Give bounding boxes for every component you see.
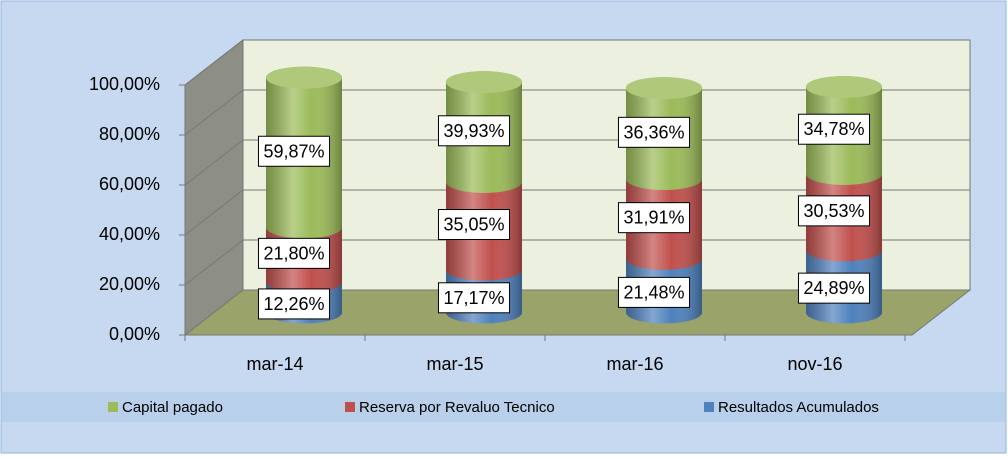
legend-swatch — [108, 402, 118, 412]
x-tick-label: mar-15 — [426, 354, 483, 374]
data-label-box — [617, 116, 691, 148]
grid-line — [184, 139, 970, 186]
y-tick-label: 20,00% — [99, 274, 160, 294]
legend-band — [2, 392, 1005, 422]
bar-cap — [446, 71, 522, 94]
legend-label: Capital pagado — [122, 399, 223, 416]
data-label: 36,36% — [623, 122, 684, 142]
legend-swatch — [704, 402, 714, 412]
data-label: 24,89% — [803, 278, 864, 298]
x-tick-label: nov-16 — [787, 354, 842, 374]
data-label: 17,17% — [443, 288, 504, 308]
data-label: 39,93% — [443, 121, 504, 141]
legend-swatch — [345, 402, 355, 412]
grid-line — [184, 239, 970, 286]
data-label: 34,78% — [803, 119, 864, 139]
x-tick-label: mar-14 — [246, 354, 303, 374]
data-label-box — [257, 135, 331, 167]
y-tick-label: 80,00% — [99, 124, 160, 144]
legend-label: Reserva por Revaluo Tecnico — [359, 399, 555, 416]
bar-cap-shine — [446, 71, 522, 94]
grid-line — [184, 189, 970, 236]
data-label-box — [797, 195, 871, 227]
bar-cap-shine — [626, 77, 702, 100]
bar-cap-shine — [266, 66, 342, 89]
x-tick-label: mar-16 — [606, 354, 663, 374]
data-label: 12,26% — [263, 294, 324, 314]
legend-label: Resultados Acumulados — [718, 399, 879, 416]
data-label-box — [437, 115, 511, 147]
y-tick-label: 40,00% — [99, 224, 160, 244]
data-label-box — [617, 202, 691, 234]
data-label-box — [617, 276, 691, 308]
grid-line — [184, 39, 970, 86]
data-label: 30,53% — [803, 201, 864, 221]
data-label: 21,48% — [623, 282, 684, 302]
data-label-box — [797, 272, 871, 304]
data-label-box — [797, 113, 871, 145]
y-tick-label: 60,00% — [99, 174, 160, 194]
data-label: 59,87% — [263, 141, 324, 161]
grid-line — [184, 89, 970, 136]
data-label-box — [437, 209, 511, 241]
data-label-box — [257, 288, 331, 320]
bar-cap — [626, 77, 702, 100]
side-wall — [184, 38, 244, 337]
data-label-box — [437, 282, 511, 314]
data-label: 21,80% — [263, 243, 324, 263]
y-tick-label: 100,00% — [89, 74, 160, 94]
bar-cap — [806, 76, 882, 98]
y-tick-label: 0,00% — [109, 324, 160, 344]
data-label: 31,91% — [623, 208, 684, 228]
bar-cap — [266, 66, 342, 89]
bar-cap-shine — [806, 76, 882, 98]
data-label-box — [257, 237, 331, 269]
data-label: 35,05% — [443, 215, 504, 235]
